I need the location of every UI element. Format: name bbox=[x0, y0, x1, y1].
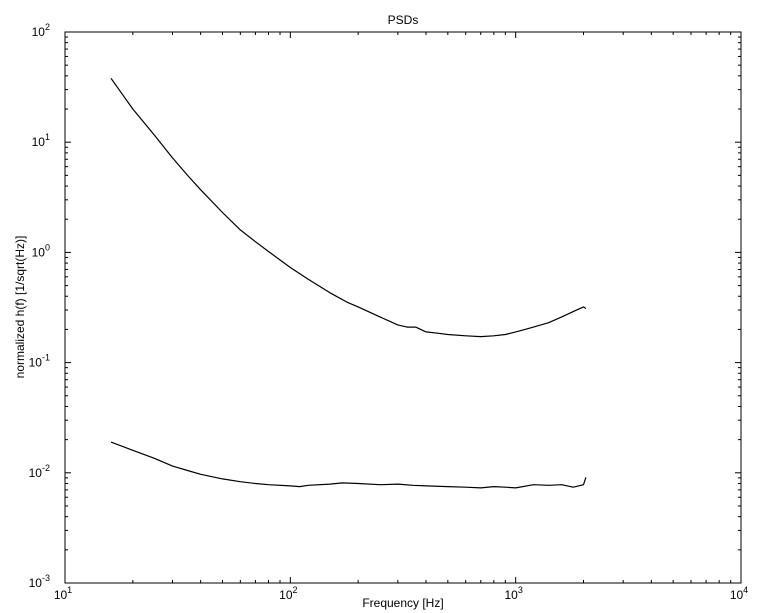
y-tick-label: 10-3 bbox=[29, 573, 50, 590]
y-tick-label: 102 bbox=[32, 22, 50, 39]
y-tick-label: 10-1 bbox=[29, 353, 50, 370]
x-tick-label: 102 bbox=[279, 585, 297, 602]
y-tick-label: 101 bbox=[32, 132, 50, 149]
x-axis-title: Frequency [Hz] bbox=[362, 596, 443, 610]
y-tick-label: 10-2 bbox=[29, 463, 50, 480]
series-line-2 bbox=[110, 441, 587, 489]
y-axis-title: normalized h(f) [1/sqrt(Hz)] bbox=[13, 236, 27, 379]
x-tick-label: 101 bbox=[54, 585, 72, 602]
plot-area bbox=[64, 31, 742, 584]
ticks-layer: 101 102 103 104 10-3 10-2 10-1 100 101 102 bbox=[29, 22, 749, 602]
x-tick-label: 104 bbox=[730, 585, 748, 602]
x-tick-label: 103 bbox=[504, 585, 522, 602]
y-tick-label: 100 bbox=[32, 242, 50, 259]
chart-title: PSDs bbox=[388, 13, 419, 27]
series-line-1 bbox=[110, 77, 587, 338]
series-layer bbox=[110, 77, 587, 489]
